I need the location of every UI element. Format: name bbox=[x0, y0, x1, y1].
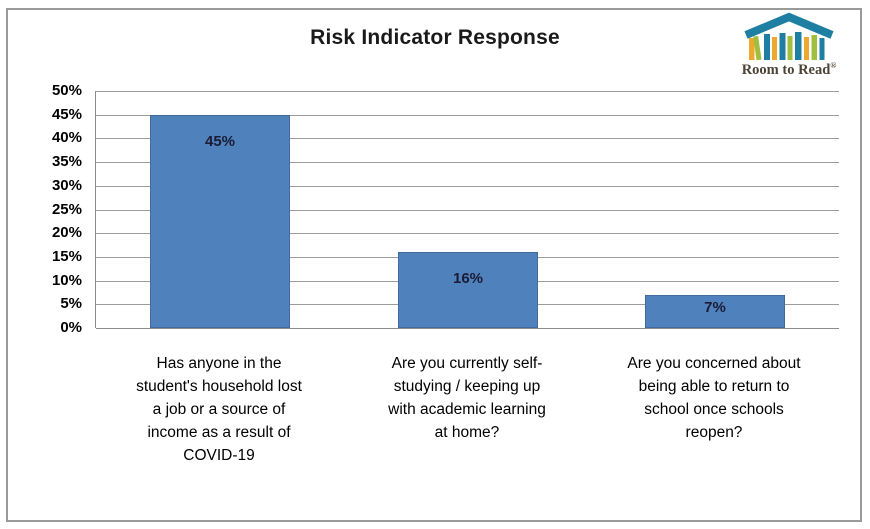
y-tick-label: 15% bbox=[51, 248, 82, 265]
x-axis-labels: Has anyone in the student's household los… bbox=[95, 352, 838, 487]
y-tick-label: 5% bbox=[60, 295, 82, 312]
x-category-line: being able to return to bbox=[638, 378, 790, 395]
x-category-line: at home? bbox=[434, 424, 500, 441]
y-tick-label: 40% bbox=[51, 129, 82, 146]
registered-mark: ® bbox=[830, 61, 837, 70]
bar-1 bbox=[150, 115, 290, 328]
gridline bbox=[96, 233, 839, 234]
x-category-line: with academic learning bbox=[388, 401, 546, 418]
x-category-line: Are you concerned about bbox=[627, 355, 801, 372]
x-category-label: Are you currently self-studying / keepin… bbox=[352, 352, 582, 444]
room-to-read-logo-text: Room to Read® bbox=[730, 61, 848, 79]
logo-brand-text: Room to Read bbox=[741, 61, 831, 78]
gridline bbox=[96, 162, 839, 163]
x-category-line: Has anyone in the bbox=[156, 355, 282, 372]
x-category-line: student's household lost bbox=[136, 378, 302, 395]
bar-value-label: 16% bbox=[452, 270, 484, 287]
bar-2 bbox=[398, 252, 538, 328]
gridline bbox=[96, 115, 839, 116]
bar-value-label: 45% bbox=[204, 133, 236, 150]
gridline bbox=[96, 328, 839, 329]
room-to-read-logo: Room to Read® bbox=[730, 12, 848, 79]
plot-area: 45% 16% 7% bbox=[95, 91, 839, 329]
y-tick-label: 20% bbox=[51, 224, 82, 241]
x-category-line: school once schools bbox=[644, 401, 784, 418]
y-tick-label: 45% bbox=[51, 106, 82, 123]
y-tick-label: 50% bbox=[51, 82, 82, 99]
x-category-line: income as a result of bbox=[147, 424, 291, 441]
x-category-line: a job or a source of bbox=[152, 401, 286, 418]
gridline bbox=[96, 210, 839, 211]
y-tick-label: 10% bbox=[51, 272, 82, 289]
x-category-line: studying / keeping up bbox=[393, 378, 541, 395]
y-axis: 50% 45% 40% 35% 30% 25% 20% 15% 10% 5% 0% bbox=[28, 82, 82, 336]
bar-value-label: 7% bbox=[704, 299, 726, 316]
y-tick-label: 30% bbox=[51, 177, 82, 194]
x-category-line: reopen? bbox=[685, 424, 743, 441]
gridline bbox=[96, 138, 839, 139]
x-category-line: COVID-19 bbox=[183, 447, 255, 464]
gridline bbox=[96, 186, 839, 187]
x-category-label: Has anyone in the student's household los… bbox=[104, 352, 334, 467]
y-tick-label: 35% bbox=[51, 153, 82, 170]
gridline bbox=[96, 91, 839, 92]
room-to-read-house-icon bbox=[744, 12, 834, 60]
y-tick-label: 25% bbox=[51, 201, 82, 218]
x-category-label: Are you concerned about being able to ret… bbox=[599, 352, 829, 444]
chart-frame bbox=[6, 8, 862, 522]
y-tick-label: 0% bbox=[60, 319, 82, 336]
x-category-line: Are you currently self- bbox=[391, 355, 543, 372]
bar-3 bbox=[645, 295, 785, 328]
chart-title: Risk Indicator Response bbox=[310, 26, 560, 49]
